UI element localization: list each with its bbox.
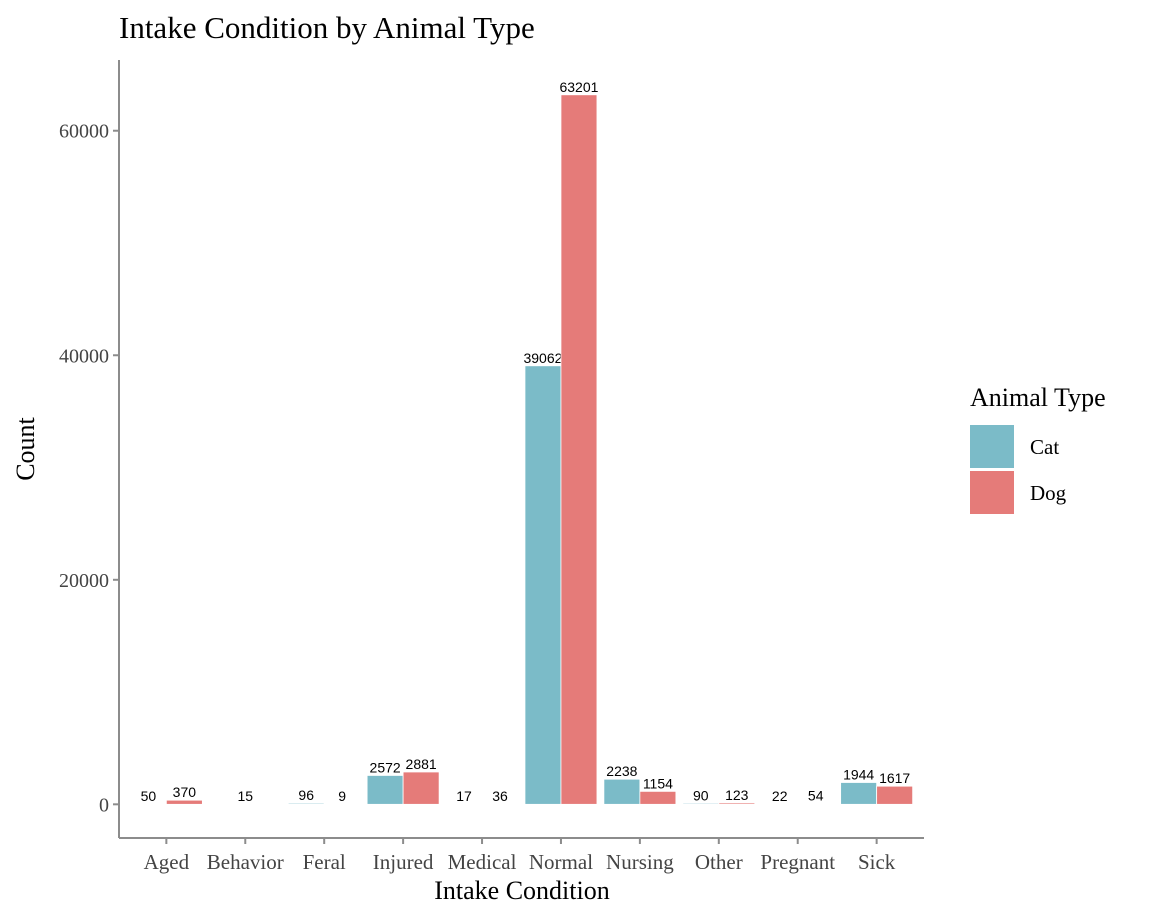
x-axis-title: Intake Condition — [434, 876, 609, 905]
bar-dog — [323, 803, 361, 805]
x-tick-label: Feral — [303, 850, 346, 874]
data-label: 22 — [772, 788, 788, 804]
chart-title: Intake Condition by Animal Type — [119, 10, 535, 45]
bar-cat — [840, 782, 878, 805]
y-tick-label: 40000 — [59, 345, 109, 367]
x-tick-label: Aged — [144, 850, 190, 874]
y-axis-title: Count — [11, 416, 40, 480]
x-tick-label: Behavior — [207, 850, 284, 874]
data-label: 2238 — [606, 763, 637, 779]
data-label: 123 — [725, 787, 749, 803]
data-label: 15 — [237, 788, 253, 804]
bar-dog — [402, 771, 440, 805]
legend-title: Animal Type — [970, 383, 1106, 412]
plot-area: 50 370 15 96 9 2572 2881 17 36 39062 63201 2238 1154… — [129, 79, 914, 805]
x-axis: Aged Behavior Feral Injured Medical Normal Nur… — [144, 838, 896, 874]
legend-label-dog: Dog — [1030, 481, 1067, 505]
legend-label-cat: Cat — [1030, 435, 1059, 459]
bar-dog — [481, 803, 519, 805]
bar-cat — [366, 775, 404, 805]
bar-cat — [603, 778, 641, 805]
data-label: 1944 — [843, 766, 874, 782]
bar-cat — [287, 802, 325, 805]
data-label: 39062 — [523, 350, 562, 366]
data-label: 90 — [693, 787, 709, 803]
bar-dog — [718, 802, 756, 805]
data-label: 9 — [338, 788, 346, 804]
bar-cat — [524, 365, 562, 805]
legend-swatch-dog — [970, 471, 1014, 514]
data-label: 370 — [173, 784, 197, 800]
y-tick-label: 20000 — [59, 570, 109, 592]
data-label: 96 — [298, 787, 314, 803]
y-tick-label: 0 — [99, 794, 109, 816]
data-label: 1617 — [879, 770, 910, 786]
data-label: 63201 — [559, 79, 598, 95]
x-tick-label: Normal — [529, 850, 593, 874]
x-tick-label: Nursing — [606, 850, 674, 874]
data-label: 2881 — [406, 756, 437, 772]
bar-dog — [876, 785, 914, 805]
legend: Animal Type Cat Dog — [970, 383, 1106, 514]
x-tick-label: Pregnant — [760, 850, 835, 874]
data-label: 54 — [808, 788, 824, 804]
data-label: 2572 — [370, 759, 401, 775]
y-tick-label: 60000 — [59, 121, 109, 143]
bar-cat — [682, 802, 720, 805]
x-tick-label: Other — [695, 850, 743, 874]
x-tick-label: Injured — [373, 850, 434, 874]
data-label: 17 — [456, 788, 472, 804]
bar-dog — [208, 803, 282, 805]
x-tick-label: Sick — [858, 850, 896, 874]
legend-swatch-cat — [970, 425, 1014, 468]
bar-dog — [560, 94, 598, 805]
data-label: 1154 — [643, 775, 673, 791]
data-label: 36 — [492, 788, 508, 804]
x-tick-label: Medical — [448, 850, 517, 874]
bar-dog — [797, 803, 835, 805]
data-label: 50 — [141, 788, 157, 804]
bar-dog — [639, 790, 677, 805]
y-axis: 0 20000 40000 60000 — [59, 121, 119, 816]
bar-dog — [165, 799, 203, 805]
